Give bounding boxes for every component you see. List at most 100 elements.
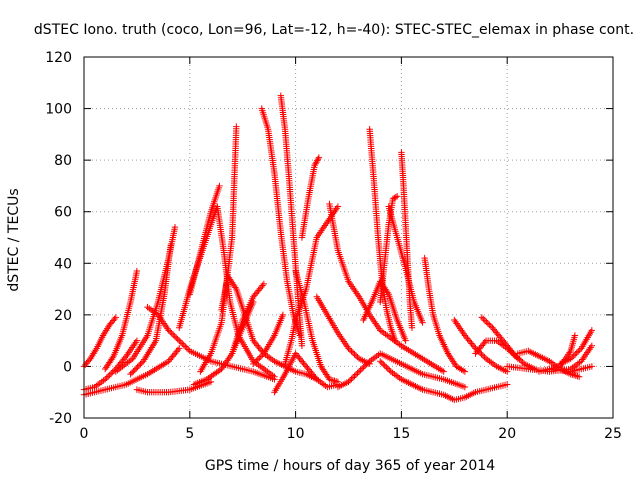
- data-point: [185, 346, 192, 353]
- data-point: [306, 368, 314, 375]
- data-point: [476, 345, 483, 352]
- x-tick-label: 20: [498, 426, 516, 442]
- series-38: [546, 363, 596, 375]
- data-point: [317, 363, 325, 370]
- data-point: [292, 350, 299, 357]
- data-point: [481, 339, 488, 346]
- data-point: [224, 272, 232, 280]
- data-point: [498, 335, 505, 343]
- data-point: [256, 345, 264, 352]
- data-point: [133, 267, 141, 275]
- data-point: [101, 365, 109, 373]
- data-point: [588, 327, 596, 334]
- data-point: [378, 359, 385, 366]
- data-point: [232, 284, 239, 291]
- data-point: [258, 283, 265, 291]
- data-point: [419, 319, 426, 326]
- data-point: [227, 277, 235, 285]
- data-point: [167, 242, 174, 249]
- data-point: [478, 342, 486, 349]
- data-point: [172, 350, 179, 357]
- data-point: [357, 366, 364, 374]
- data-point: [130, 368, 137, 375]
- data-point: [259, 351, 266, 359]
- data-point: [176, 337, 183, 344]
- data-point: [402, 337, 409, 344]
- data-point: [104, 373, 112, 380]
- data-point: [169, 331, 177, 338]
- x-tick-label: 15: [392, 426, 410, 442]
- data-point: [473, 348, 480, 356]
- series-2: [80, 345, 183, 398]
- data-point: [507, 348, 514, 355]
- data-point: [461, 368, 469, 375]
- series-15: [250, 311, 287, 368]
- data-point: [480, 315, 487, 323]
- data-point: [519, 359, 526, 366]
- series-20: [292, 267, 342, 386]
- data-point: [111, 315, 118, 323]
- series-19: [298, 154, 323, 241]
- data-point: [254, 288, 261, 296]
- data-point: [207, 378, 215, 386]
- data-point: [109, 354, 116, 361]
- data-point: [174, 335, 181, 343]
- data-point: [588, 342, 596, 349]
- data-point: [334, 203, 342, 210]
- data-point: [346, 346, 354, 354]
- data-point: [345, 378, 352, 386]
- data-point: [119, 357, 126, 365]
- y-tick-label: 40: [54, 256, 72, 272]
- data-point: [225, 274, 233, 281]
- series-33: [472, 337, 521, 362]
- data-point: [170, 351, 178, 359]
- series-31: [451, 316, 511, 375]
- data-point: [489, 324, 496, 331]
- y-tick-label: 120: [45, 50, 72, 66]
- data-point: [393, 193, 401, 200]
- data-point: [451, 360, 458, 367]
- data-point: [257, 353, 265, 360]
- data-point: [510, 351, 517, 358]
- data-point: [131, 366, 138, 374]
- data-point: [121, 354, 129, 361]
- plot-points: [80, 92, 596, 404]
- data-point: [322, 369, 329, 377]
- data-point: [354, 354, 361, 361]
- data-point: [180, 341, 187, 349]
- data-point: [572, 351, 579, 358]
- data-point: [176, 345, 183, 352]
- data-point: [300, 360, 307, 367]
- data-point: [349, 349, 357, 356]
- data-point: [112, 314, 119, 321]
- data-point: [173, 348, 180, 355]
- data-point: [229, 281, 237, 288]
- series-29: [421, 254, 469, 375]
- data-point: [408, 324, 416, 331]
- data-point: [481, 317, 489, 324]
- data-point: [301, 361, 309, 369]
- data-point: [250, 293, 257, 301]
- data-point: [255, 287, 262, 294]
- data-point: [308, 369, 315, 377]
- series-28: [398, 149, 416, 331]
- data-point: [505, 346, 512, 354]
- series-23: [334, 350, 469, 391]
- data-point: [358, 365, 366, 372]
- data-point: [85, 357, 93, 364]
- data-point: [165, 358, 172, 365]
- data-point: [504, 345, 511, 352]
- data-point: [260, 280, 268, 288]
- data-point: [573, 349, 580, 356]
- data-point: [495, 332, 503, 340]
- data-point: [384, 289, 391, 296]
- data-point: [517, 357, 525, 365]
- data-point: [377, 358, 384, 365]
- data-point: [383, 363, 390, 371]
- data-point: [349, 374, 357, 381]
- data-point: [255, 343, 262, 351]
- data-point: [253, 357, 260, 365]
- data-point: [252, 340, 260, 348]
